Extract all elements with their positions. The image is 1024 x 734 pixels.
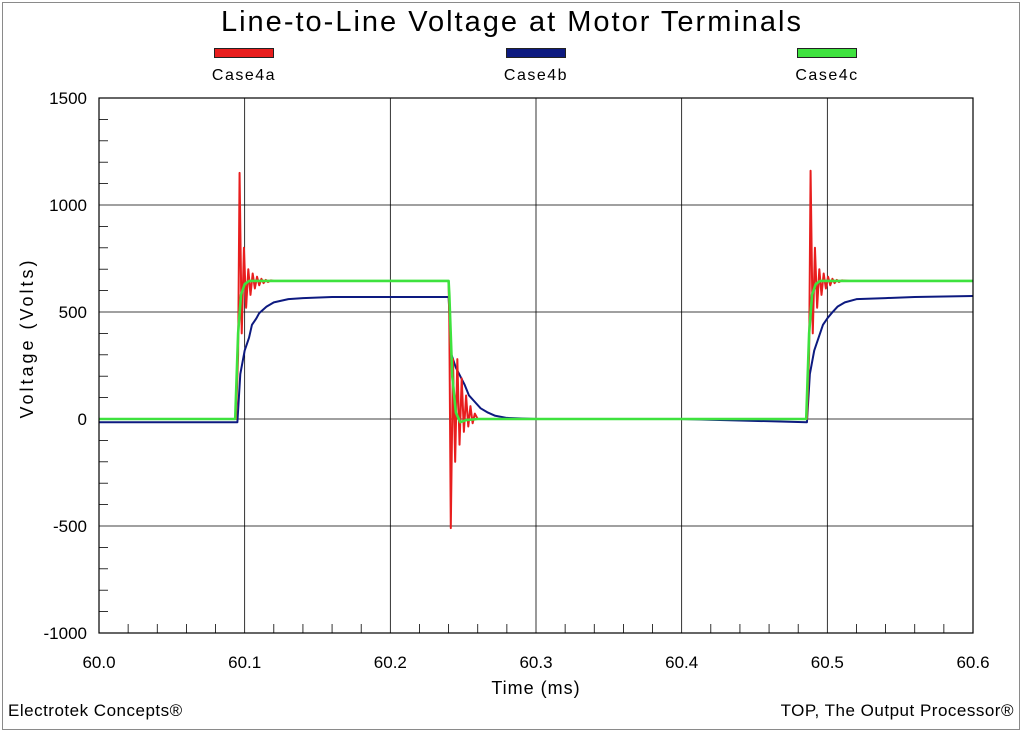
legend-swatch-case4b xyxy=(506,48,566,58)
y-tick-label: -500 xyxy=(53,517,87,536)
x-tick-label: 60.4 xyxy=(665,653,698,672)
x-tick-label: 60.6 xyxy=(956,653,989,672)
series-line-case4b xyxy=(99,294,974,424)
series-line-case4c xyxy=(99,279,973,424)
x-tick-label: 60.2 xyxy=(374,653,407,672)
x-tick-labels: 60.0 60.1 60.2 60.3 60.4 60.5 60.6 xyxy=(82,653,989,672)
y-tick-label: 1000 xyxy=(49,196,87,215)
y-tick-label: 0 xyxy=(78,410,87,429)
legend-item-case4c: Case4c xyxy=(767,48,887,85)
y-axis-label: Voltage (Volts) xyxy=(17,257,37,418)
x-tick-label: 60.0 xyxy=(82,653,115,672)
footer-credit-left: Electrotek Concepts® xyxy=(8,701,183,720)
footer-credit-right: TOP, The Output Processor® xyxy=(780,701,1014,720)
minor-ticks xyxy=(99,119,945,633)
legend-item-case4a: Case4a xyxy=(184,48,304,85)
y-tick-label: -1000 xyxy=(44,624,87,643)
chart-title: Line-to-Line Voltage at Motor Terminals xyxy=(220,6,804,38)
legend-swatch-case4c xyxy=(797,48,857,58)
y-tick-labels: 1500 1000 500 0 -500 -1000 xyxy=(44,89,87,643)
legend-item-case4b: Case4b xyxy=(476,48,596,85)
legend-swatch-case4a xyxy=(214,48,274,58)
series-lines xyxy=(99,169,974,530)
plot-area-border xyxy=(98,97,974,634)
x-tick-label: 60.1 xyxy=(228,653,261,672)
legend-label-case4a: Case4a xyxy=(211,67,277,84)
y-tick-label: 1500 xyxy=(49,89,87,108)
x-axis-label: Time (ms) xyxy=(491,678,580,698)
x-tick-label: 60.3 xyxy=(519,653,552,672)
y-tick-label: 500 xyxy=(59,303,87,322)
x-tick-label: 60.5 xyxy=(811,653,844,672)
series-line-case4a xyxy=(99,169,973,530)
grid-lines xyxy=(99,98,973,633)
legend-label-case4c: Case4c xyxy=(795,67,859,84)
legend-label-case4b: Case4b xyxy=(503,67,569,84)
